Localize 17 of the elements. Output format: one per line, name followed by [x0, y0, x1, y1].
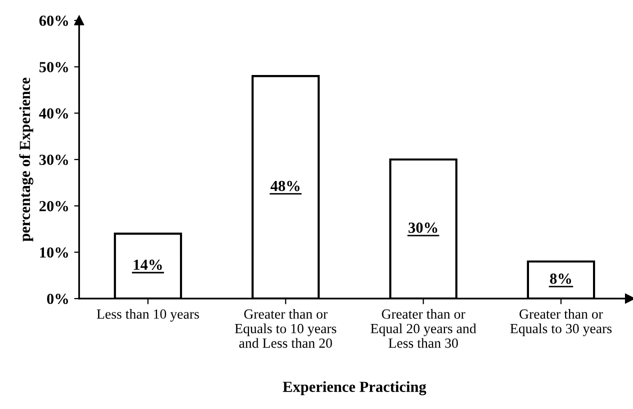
y-tick-label: 30%: [39, 154, 68, 166]
y-tick-label: 60%: [39, 16, 68, 26]
y-tick-label: 20%: [39, 201, 68, 212]
x-tick-label: Less than 10 years: [96, 308, 199, 322]
y-tick-label: 50%: [39, 62, 68, 72]
y-tick-label: 40%: [39, 108, 68, 119]
y-tick-label: 0%: [47, 294, 68, 304]
y-axis-title: percentage of Experience: [19, 78, 34, 242]
x-tick-label: Greater than or Equal 20 years and Less than 30: [370, 308, 476, 348]
x-tick-label: Greater than or Equals to 10 years and Less than 20: [234, 308, 336, 348]
data-label: 8%: [550, 274, 572, 284]
x-tick-label: Greater than or Equals to 30 years: [510, 308, 612, 336]
data-label: 30%: [408, 222, 438, 233]
x-axis-title: Experience Practicing: [282, 381, 426, 396]
data-label: 14%: [134, 260, 162, 270]
data-label: 48%: [270, 180, 300, 192]
y-tick-label: 10%: [40, 247, 68, 258]
